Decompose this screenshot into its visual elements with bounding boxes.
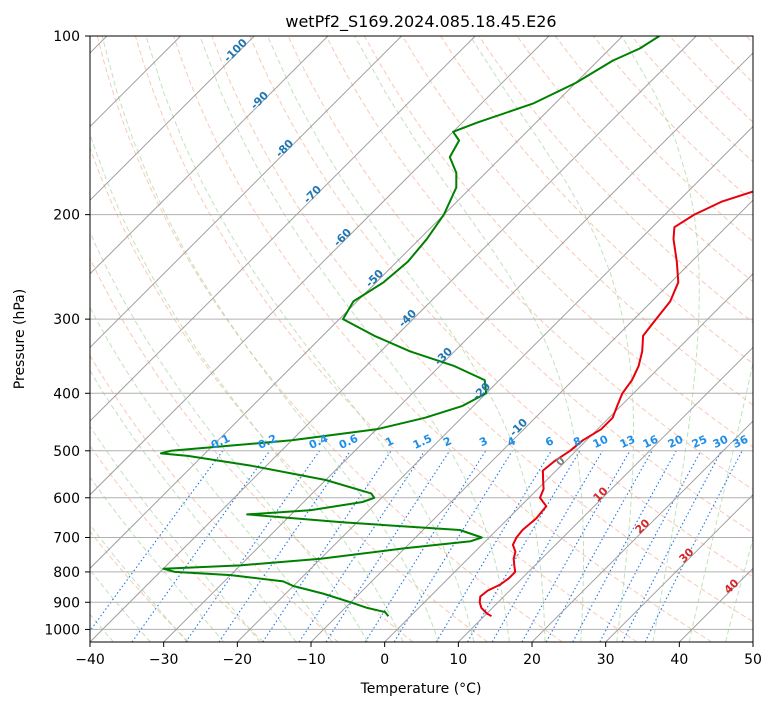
y-tick-label: 400 bbox=[53, 386, 80, 402]
x-tick-label: 10 bbox=[449, 652, 467, 668]
y-tick-label: 200 bbox=[53, 208, 80, 224]
x-tick-label: −10 bbox=[296, 652, 326, 668]
y-tick-label: 500 bbox=[53, 444, 80, 460]
y-tick-label: 900 bbox=[53, 595, 80, 611]
chart-title: wetPf2_S169.2024.085.18.45.E26 bbox=[285, 12, 556, 32]
x-tick-label: 30 bbox=[597, 652, 615, 668]
y-tick-label: 100 bbox=[53, 29, 80, 45]
x-tick-label: 0 bbox=[380, 652, 389, 668]
x-axis-label: Temperature (°C) bbox=[360, 681, 482, 697]
y-axis-label: Pressure (hPa) bbox=[12, 289, 28, 389]
y-tick-label: 600 bbox=[53, 491, 80, 507]
y-tick-label: 800 bbox=[53, 565, 80, 581]
y-tick-label: 1000 bbox=[44, 622, 80, 638]
x-tick-label: 40 bbox=[670, 652, 688, 668]
y-tick-label: 700 bbox=[53, 531, 80, 547]
x-tick-label: −20 bbox=[223, 652, 253, 668]
x-tick-label: −40 bbox=[75, 652, 105, 668]
x-tick-label: 50 bbox=[744, 652, 762, 668]
x-tick-label: 20 bbox=[523, 652, 541, 668]
x-tick-label: −30 bbox=[149, 652, 179, 668]
y-tick-label: 300 bbox=[53, 312, 80, 328]
